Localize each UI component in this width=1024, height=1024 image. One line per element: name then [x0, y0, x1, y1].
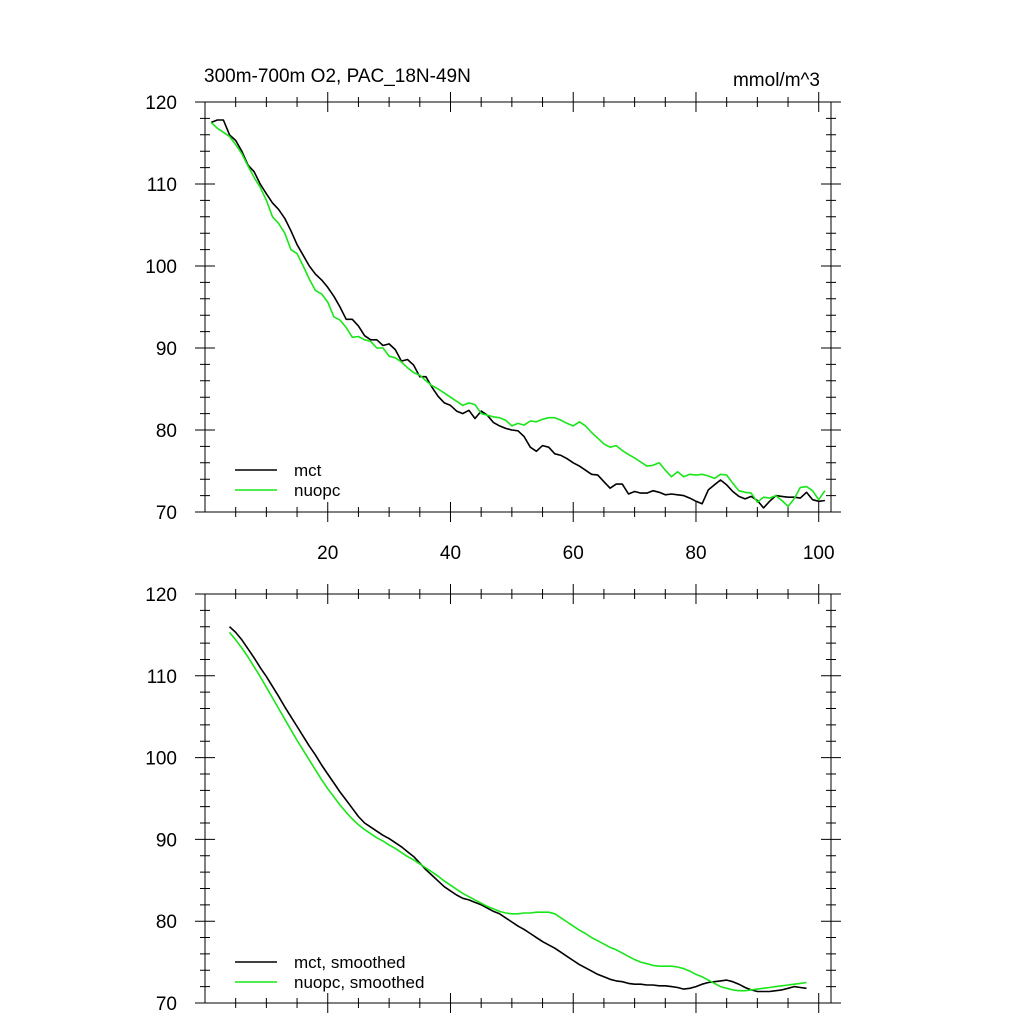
plot-frame: [204, 101, 832, 513]
chart-title: 300m-700m O2, PAC_18N-49N: [204, 66, 471, 87]
y-tick-label: 120: [145, 585, 177, 606]
y-tick-label: 110: [147, 175, 177, 196]
legend-label: mct: [294, 461, 322, 480]
minor-ticks: [200, 589, 836, 1008]
minor-ticks: [200, 97, 836, 517]
y-tick-label: 80: [156, 912, 177, 933]
y-tick-label: 70: [156, 503, 177, 524]
series-line-nuopc-smoothed: [228, 631, 807, 992]
legend-label: nuopc, smoothed: [294, 973, 424, 992]
chart-units: mmol/m^3: [733, 70, 820, 91]
series-line-mct: [210, 119, 826, 509]
x-tick-label: 20: [317, 543, 338, 564]
y-tick-label: 70: [156, 994, 177, 1015]
plot-frame: [204, 593, 832, 1004]
y-tick-label: 100: [145, 257, 177, 278]
x-tick-label: 80: [685, 543, 706, 564]
y-tick-label: 80: [156, 421, 177, 442]
x-tick-label: 40: [440, 543, 461, 564]
legend-label: nuopc: [294, 481, 341, 500]
x-tick-label: 60: [563, 543, 584, 564]
y-tick-label: 90: [156, 339, 177, 360]
series-line-mct-smoothed: [228, 626, 807, 993]
y-tick-label: 100: [145, 749, 177, 770]
y-tick-label: 120: [145, 93, 177, 114]
y-tick-label: 110: [147, 667, 177, 688]
y-tick-label: 90: [156, 830, 177, 851]
legend-label: mct, smoothed: [294, 953, 406, 972]
x-tick-label: 100: [803, 543, 835, 564]
series-line-nuopc: [210, 121, 826, 508]
